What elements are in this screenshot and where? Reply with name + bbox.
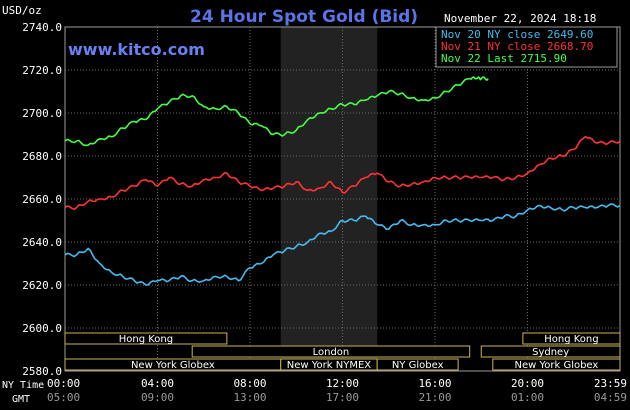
session-label: Hong Kong — [544, 334, 598, 345]
session-label: NY Globex — [392, 360, 444, 371]
x-tick-label-gmt: 17:00 — [326, 391, 359, 404]
series-line-nov22 — [64, 76, 489, 147]
legend-box — [435, 26, 618, 68]
source-link[interactable]: www.kitco.com — [68, 40, 205, 59]
x-tick-label-ny: 16:00 — [418, 377, 451, 390]
series-line-nov20 — [64, 203, 621, 286]
series-line-nov21 — [64, 135, 621, 210]
session-label: Hong Kong — [119, 334, 173, 345]
legend: Nov 20 NY close 2649.60 Nov 21 NY close … — [435, 26, 618, 68]
x-tick-label-gmt: 01:00 — [511, 391, 544, 404]
x-tick-label-ny: 12:00 — [326, 377, 359, 390]
legend-entry-nov22: Nov 22 Last 2715.90 — [441, 52, 567, 65]
x-tick-label-gmt: 13:00 — [233, 391, 266, 404]
x-tick-label-gmt: 09:00 — [141, 391, 174, 404]
legend-entry-nov20: Nov 20 NY close 2649.60 — [441, 28, 593, 41]
y-tick-label: 2700.0 — [22, 107, 62, 120]
x-tick-label-ny: 08:00 — [233, 377, 266, 390]
y-tick-label: 2580.0 — [22, 365, 62, 378]
series-lines — [64, 76, 621, 286]
session-box — [480, 345, 621, 358]
legend-entry-nov21: Nov 21 NY close 2668.70 — [441, 40, 593, 53]
session-box — [64, 332, 228, 345]
y-tick-label: 2620.0 — [22, 279, 62, 292]
session-label: New York Globex — [514, 360, 598, 371]
y-tick-label: 2720.0 — [22, 64, 62, 77]
session-bands: Hong Kong London New York Globex New York N… — [64, 332, 621, 371]
y-tick-label: 2680.0 — [22, 150, 62, 163]
session-box — [492, 358, 621, 371]
session-box — [376, 358, 459, 371]
session-label: New York NYMEX — [287, 360, 372, 371]
x-tick-label-ny: 20:00 — [511, 377, 544, 390]
x-axis-label-gmt: GMT — [12, 394, 30, 405]
x-tick-label-ny: 23:59 — [594, 377, 627, 390]
timestamp: November 22, 2024 18:18 — [444, 12, 596, 25]
x-axis-label-ny: NY Time — [2, 380, 44, 391]
y-axis-label: USD/oz — [2, 4, 42, 17]
y-axis-ticks: 2580.0 2600.0 2620.0 2640.0 2660.0 2680.0 2700… — [22, 21, 62, 378]
y-tick-label: 2600.0 — [22, 322, 62, 335]
session-label: Sydney — [532, 347, 569, 358]
y-tick-label: 2740.0 — [22, 21, 62, 34]
y-tick-label: 2660.0 — [22, 193, 62, 206]
session-box — [191, 345, 471, 358]
x-tick-label-ny: 04:00 — [141, 377, 174, 390]
x-tick-label-gmt: 21:00 — [418, 391, 451, 404]
chart-title: 24 Hour Spot Gold (Bid) — [190, 7, 418, 27]
session-label: New York Globex — [131, 360, 215, 371]
x-tick-label-ny: 00:00 — [47, 377, 80, 390]
x-tick-label-gmt: 05:00 — [47, 391, 80, 404]
session-label: London — [313, 347, 350, 358]
plot-border — [64, 26, 621, 372]
session-box — [522, 332, 621, 345]
x-tick-label-gmt: 04:59 — [594, 391, 627, 404]
y-tick-label: 2640.0 — [22, 236, 62, 249]
